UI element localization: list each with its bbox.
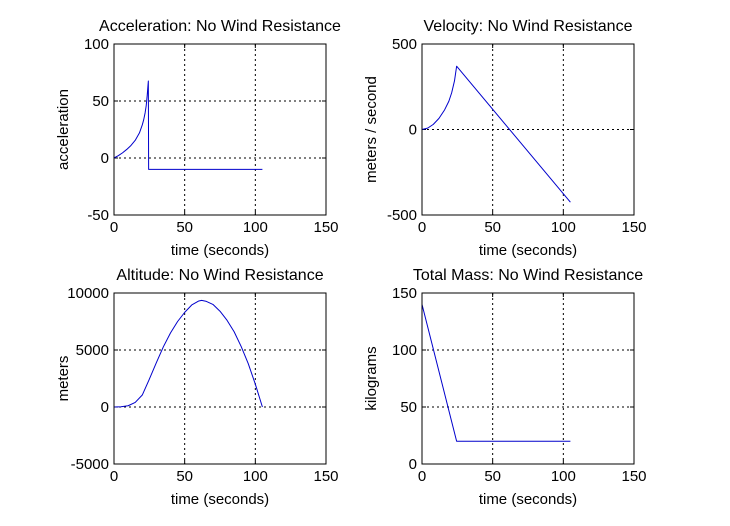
x-tick-label: 150 <box>313 468 338 485</box>
x-tick-label: 100 <box>243 468 268 485</box>
y-tick-label: 150 <box>392 285 417 302</box>
x-tick-label: 150 <box>621 468 646 485</box>
y-axis-label-altitude: meters <box>55 356 72 402</box>
plot-area-altitude <box>114 293 326 464</box>
x-tick-label: 0 <box>418 468 426 485</box>
x-tick-label: 0 <box>110 219 118 236</box>
y-tick-label: 500 <box>392 36 417 53</box>
y-tick-label: -500 <box>387 207 417 224</box>
chart-title-acceleration: Acceleration: No Wind Resistance <box>99 18 341 35</box>
y-axis-label-acceleration: acceleration <box>55 89 72 170</box>
plot-area-acceleration <box>114 44 326 215</box>
y-tick-label: 0 <box>101 150 109 167</box>
axes-frame-altitude <box>113 292 327 465</box>
series-line-total-mass <box>421 304 571 442</box>
y-tick-label: 0 <box>101 399 109 416</box>
x-tick-label: 100 <box>243 219 268 236</box>
y-tick-label: 10000 <box>67 285 109 302</box>
axes-frame-total-mass <box>421 292 635 465</box>
y-tick-label: 50 <box>92 93 109 110</box>
x-tick-label: 50 <box>484 468 501 485</box>
y-tick-label: -50 <box>87 207 109 224</box>
plot-area-total-mass <box>422 293 634 464</box>
axes-frame-velocity <box>421 43 635 216</box>
axes-frame-acceleration <box>113 43 327 216</box>
x-tick-label: 100 <box>551 468 576 485</box>
x-axis-label-acceleration: time (seconds) <box>171 242 269 259</box>
x-tick-label: 100 <box>551 219 576 236</box>
y-tick-label: 0 <box>409 122 417 139</box>
series-line-altitude <box>113 299 263 408</box>
x-tick-label: 50 <box>176 219 193 236</box>
series-line-acceleration <box>113 80 263 170</box>
chart-title-altitude: Altitude: No Wind Resistance <box>116 267 323 284</box>
x-axis-label-velocity: time (seconds) <box>479 242 577 259</box>
y-tick-label: 0 <box>409 456 417 473</box>
y-tick-label: 100 <box>84 36 109 53</box>
x-axis-label-total-mass: time (seconds) <box>479 491 577 508</box>
x-tick-label: 0 <box>418 219 426 236</box>
y-axis-label-velocity: meters / second <box>363 76 380 183</box>
x-tick-label: 150 <box>313 219 338 236</box>
x-tick-label: 150 <box>621 219 646 236</box>
x-tick-label: 50 <box>176 468 193 485</box>
chart-title-total-mass: Total Mass: No Wind Resistance <box>413 267 643 284</box>
x-tick-label: 0 <box>110 468 118 485</box>
series-line-velocity <box>421 65 571 203</box>
y-tick-label: 50 <box>400 399 417 416</box>
x-axis-label-altitude: time (seconds) <box>171 491 269 508</box>
y-tick-label: 100 <box>392 342 417 359</box>
x-tick-label: 50 <box>484 219 501 236</box>
chart-title-velocity: Velocity: No Wind Resistance <box>424 18 633 35</box>
y-tick-label: 5000 <box>76 342 109 359</box>
y-axis-label-total-mass: kilograms <box>363 346 380 410</box>
y-tick-label: -5000 <box>71 456 109 473</box>
